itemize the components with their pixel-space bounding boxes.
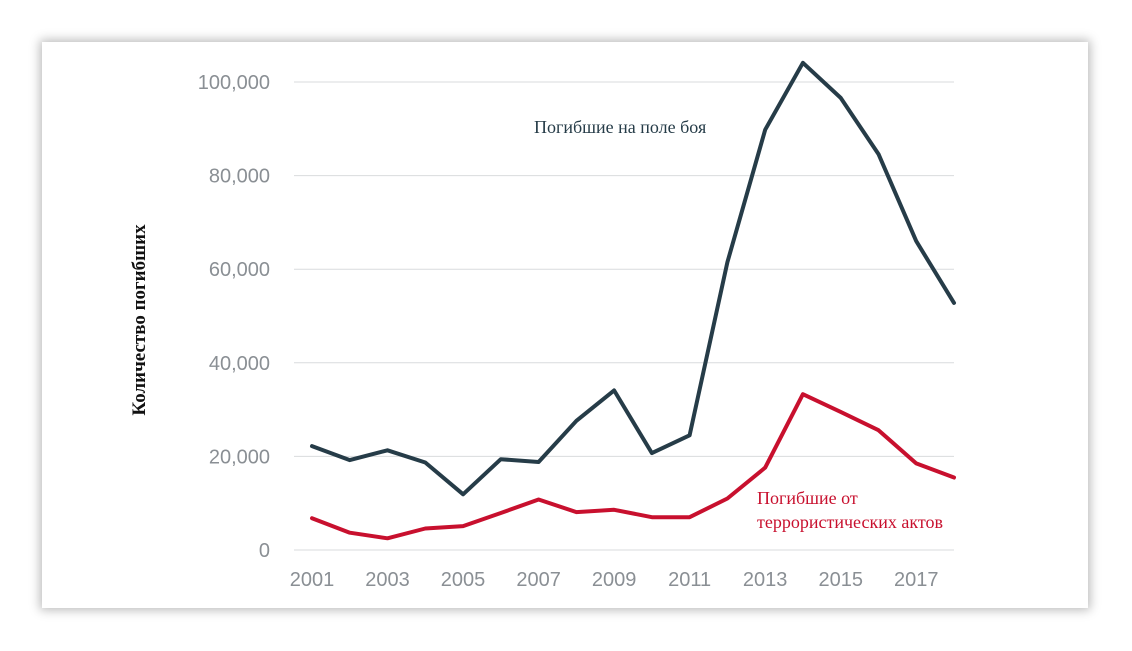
series-label-terror-deaths-line1: Погибшие от bbox=[757, 488, 858, 508]
x-tick-label: 2013 bbox=[743, 569, 788, 591]
x-tick-label: 2007 bbox=[516, 569, 561, 591]
y-tick-label: 0 bbox=[259, 540, 270, 562]
x-tick-labels: 2001 2003 2005 2007 2009 2011 2013 2015 2017 bbox=[290, 569, 939, 591]
y-tick-label: 100,000 bbox=[198, 72, 270, 94]
y-tick-labels: 0 20,000 40,000 60,000 80,000 100,000 bbox=[198, 72, 270, 562]
y-axis-title: Количество погибших bbox=[129, 224, 150, 416]
x-tick-label: 2017 bbox=[894, 569, 939, 591]
y-tick-label: 80,000 bbox=[209, 166, 270, 188]
series-line-battle-deaths bbox=[310, 60, 956, 497]
series-label-terror-deaths-line2: террористических актов bbox=[757, 512, 943, 532]
x-tick-label: 2011 bbox=[668, 569, 711, 591]
y-tick-label: 60,000 bbox=[209, 259, 270, 281]
series-lines bbox=[310, 60, 956, 541]
x-tick-label: 2001 bbox=[290, 569, 335, 591]
series-line-terror-deaths bbox=[310, 392, 956, 541]
x-tick-label: 2005 bbox=[441, 569, 486, 591]
series-label-battle-deaths: Погибшие на поле боя bbox=[534, 117, 706, 137]
gridlines bbox=[294, 81, 954, 551]
x-tick-label: 2015 bbox=[818, 569, 863, 591]
x-tick-label: 2009 bbox=[592, 569, 637, 591]
chart-frame: 0 20,000 40,000 60,000 80,000 100,000 2001 200… bbox=[42, 42, 1088, 608]
x-tick-label: 2003 bbox=[365, 569, 410, 591]
y-tick-label: 40,000 bbox=[209, 353, 270, 375]
y-tick-label: 20,000 bbox=[209, 446, 270, 468]
